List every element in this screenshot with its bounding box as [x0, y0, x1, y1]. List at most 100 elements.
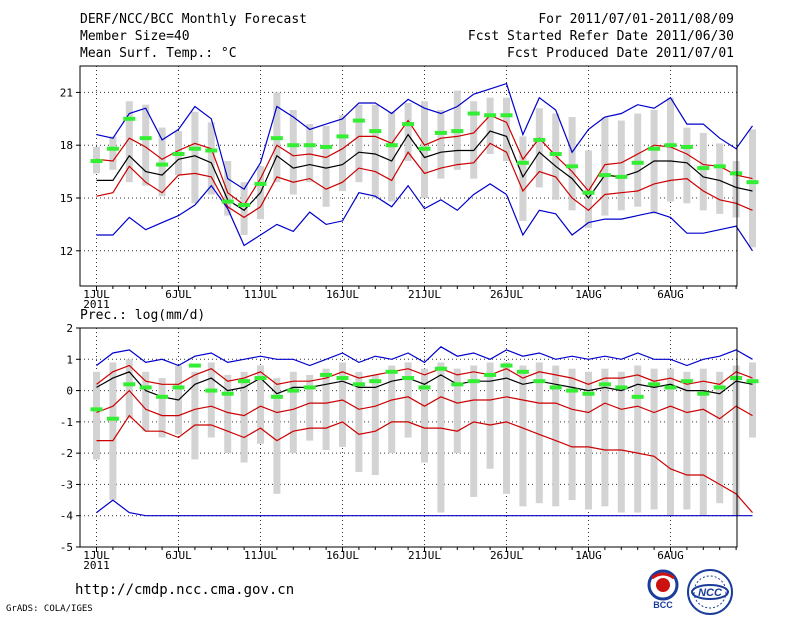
ensemble-marker: [221, 391, 234, 396]
ensemble-marker: [434, 130, 447, 135]
range-bar: [388, 111, 396, 202]
ensemble-marker: [156, 162, 169, 167]
range-bar: [486, 97, 494, 154]
range-bar: [322, 125, 330, 207]
bcc-logo-text: BCC: [653, 600, 673, 610]
range-bar: [306, 374, 314, 441]
ensemble-marker: [106, 416, 119, 421]
range-bar: [503, 97, 510, 162]
range-bar: [371, 374, 379, 476]
ensemble-marker: [172, 152, 185, 156]
ensemble-marker: [221, 199, 234, 204]
grads-credit: GrADS: COLA/IGES: [6, 604, 93, 614]
range-bar: [158, 378, 166, 438]
ensemble-marker: [188, 146, 201, 151]
range-bar: [273, 378, 281, 494]
series-lower-line: [96, 389, 753, 420]
series-upper-line: [96, 364, 753, 385]
y-tick-label: -3: [60, 478, 73, 491]
produced-date: Fcst Produced Date 2011/07/01: [507, 46, 734, 61]
range-bar: [486, 362, 494, 469]
range-bar: [601, 117, 609, 216]
range-bar: [339, 362, 346, 447]
ensemble-marker: [566, 388, 579, 393]
range-bar: [683, 371, 691, 510]
ensemble-marker: [352, 118, 365, 123]
x-tick-label: 16JUL: [326, 549, 359, 562]
ensemble-marker: [713, 164, 726, 169]
ensemble-marker: [680, 379, 693, 384]
range-bar: [683, 127, 691, 204]
ensemble-marker: [549, 152, 562, 156]
series-mean-line: [96, 130, 753, 212]
ensemble-marker: [254, 181, 267, 186]
range-bar: [552, 365, 560, 507]
range-bar: [519, 136, 527, 221]
range-bar: [404, 362, 412, 438]
range-bar: [339, 115, 346, 191]
ensemble-marker: [730, 376, 743, 381]
ensemble-marker: [90, 407, 103, 412]
ensemble-marker: [205, 148, 218, 153]
x-tick-label: 6AUG: [657, 549, 684, 562]
chart-title: DERF/NCC/BCC Monthly Forecast: [80, 12, 307, 27]
ensemble-marker: [500, 113, 513, 118]
ensemble-marker: [123, 116, 136, 121]
range-bar: [191, 371, 199, 460]
range-bar: [355, 371, 363, 472]
range-bar: [355, 104, 363, 183]
range-bar: [306, 124, 314, 183]
ensemble-marker: [664, 385, 677, 390]
range-bar: [749, 362, 756, 438]
range-bar: [191, 111, 199, 204]
range-bar: [634, 365, 642, 513]
range-bar: [125, 101, 133, 183]
ensemble-marker: [385, 369, 398, 374]
ensemble-marker: [287, 388, 300, 393]
ensemble-marker: [303, 385, 316, 390]
range-bar: [716, 371, 724, 504]
range-bar: [519, 365, 527, 507]
source-url[interactable]: http://cmdp.ncc.cma.gov.cn: [75, 582, 295, 598]
x-tick-label: 11JUL: [244, 549, 277, 562]
ensemble-marker: [270, 394, 283, 399]
x-tick-label: 1JUL: [83, 549, 110, 562]
precip-label: Prec.: log(mm/d): [80, 308, 206, 323]
range-bar: [568, 117, 576, 211]
ensemble-marker: [500, 363, 513, 368]
x-tick-label: 11JUL: [244, 288, 277, 301]
ensemble-marker: [434, 366, 447, 371]
variable-label: Mean Surf. Temp.: °C: [80, 46, 237, 61]
y-tick-label: 0: [66, 385, 73, 398]
range-bar: [289, 371, 297, 454]
range-bar: [585, 150, 592, 228]
x-year-label: 2011: [83, 559, 110, 572]
ensemble-marker: [648, 382, 661, 387]
range-bar: [437, 362, 445, 513]
panel-temperature: 12 15 18 21 1JUL 6JUL 11JUL 16JUL 21JUL 26JUL 1AUG…: [60, 65, 759, 311]
range-bar: [109, 362, 117, 501]
y-tick-label: 1: [66, 353, 73, 366]
ensemble-marker: [139, 136, 152, 141]
range-bar: [158, 127, 166, 197]
range-bar: [470, 101, 478, 179]
ensemble-marker: [615, 385, 628, 390]
ensemble-marker: [533, 137, 546, 142]
range-bar: [716, 143, 724, 214]
ensemble-marker: [697, 391, 710, 396]
ensemble-marker: [631, 394, 644, 399]
range-bar: [109, 136, 117, 170]
x-tick-label: 21JUL: [408, 549, 441, 562]
range-bar: [207, 362, 215, 438]
range-bar: [453, 368, 461, 454]
x-tick-label: 6JUL: [165, 549, 192, 562]
y-tick-label: -2: [60, 447, 73, 460]
ensemble-marker: [664, 143, 677, 148]
ensemble-marker: [205, 388, 218, 393]
x-tick-label: 21JUL: [408, 288, 441, 301]
ensemble-marker: [648, 146, 661, 151]
x-tick-label: 1AUG: [575, 288, 602, 301]
ensemble-marker: [369, 379, 382, 384]
ensemble-marker: [418, 385, 431, 390]
x-tick-label: 6JUL: [165, 288, 192, 301]
